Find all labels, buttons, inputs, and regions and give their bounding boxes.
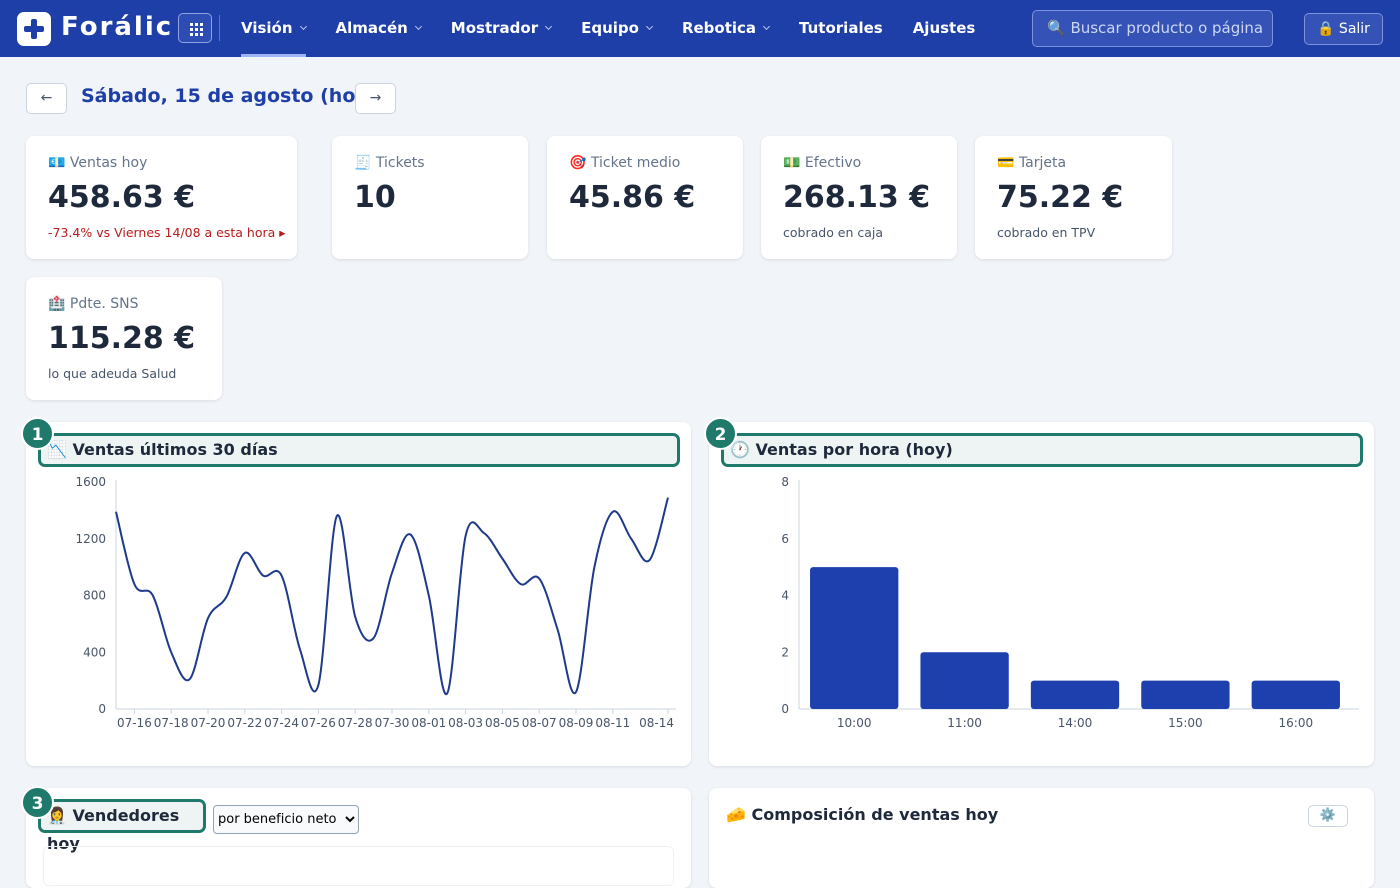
prev-day[interactable]: ← <box>26 83 67 114</box>
kpi-card: 💵 Efectivo 268.13 € cobrado en caja <box>761 136 957 259</box>
y-tick-label: 1600 <box>75 475 106 489</box>
bar <box>810 567 899 709</box>
panel-title: 📉 Ventas últimos 30 días <box>38 433 680 467</box>
x-tick-label: 10:00 <box>837 716 872 730</box>
y-tick-label: 0 <box>781 702 789 716</box>
kpi-card: 🎯 Ticket medio 45.86 € <box>547 136 743 259</box>
badge: 2 <box>704 417 737 450</box>
kpi-note: lo que adeuda Salud <box>48 366 177 381</box>
apps-button[interactable] <box>178 13 212 43</box>
x-tick-label: 11:00 <box>947 716 982 730</box>
nav-item[interactable]: Mostrador <box>436 0 566 57</box>
sellers-list <box>43 846 674 886</box>
separator <box>219 15 220 41</box>
kpi-card: 🏥 Pdte. SNS 115.28 € lo que adeuda Salud <box>26 277 222 400</box>
y-tick-label: 2 <box>781 645 789 659</box>
x-tick-label: 07-16 <box>117 716 152 730</box>
y-tick-label: 6 <box>781 532 789 546</box>
kpi-card: 🧾 Tickets 10 <box>332 136 528 259</box>
x-tick-label: 07-22 <box>227 716 262 730</box>
navbar: Forálic Visión Almacén Mostrador Equipo Rebo… <box>0 0 1400 57</box>
kpi-label: 💶 Ventas hoy <box>48 155 148 171</box>
y-tick-label: 800 <box>83 589 106 603</box>
kpi-note: cobrado en caja <box>783 225 884 240</box>
panel-title: 👩‍⚕️ Vendedores hoy <box>38 799 206 853</box>
panel-title: 🕐 Ventas por hora (hoy) <box>721 433 1363 467</box>
kpi-value: 45.86 € <box>569 180 696 215</box>
badge: 1 <box>21 417 54 450</box>
x-tick-label: 08-01 <box>411 716 446 730</box>
composition-panel: 🧀 Composición de ventas hoy ⚙️ <box>709 788 1374 888</box>
kpi-value: 75.22 € <box>997 180 1124 215</box>
x-tick-label: 07-28 <box>338 716 373 730</box>
x-tick-label: 14:00 <box>1058 716 1093 730</box>
sellers-panel: 👩‍⚕️ Vendedores hoy por beneficio neto <box>26 788 691 888</box>
kpi-card: 💳 Tarjeta 75.22 € cobrado en TPV <box>975 136 1172 259</box>
chart-panel: 📉 Ventas últimos 30 días 0 400 800 1200 1600… <box>26 422 691 766</box>
nav-items: Visión Almacén Mostrador Equipo Rebotica Tuto… <box>226 0 990 57</box>
logo[interactable] <box>17 12 51 46</box>
bar <box>920 652 1009 709</box>
nav-item[interactable]: Rebotica <box>667 0 784 57</box>
x-tick-label: 08-07 <box>522 716 557 730</box>
y-tick-label: 0 <box>98 702 106 716</box>
y-tick-label: 1200 <box>75 532 106 546</box>
chart: 0 2 4 6 8 10:00 11:00 14:00 15:00 16:00 <box>781 475 1359 730</box>
brand[interactable]: Forálic <box>61 12 174 42</box>
kpi-label: 🎯 Ticket medio <box>569 155 681 171</box>
x-tick-label: 07-26 <box>301 716 336 730</box>
kpi-label: 🏥 Pdte. SNS <box>48 296 139 312</box>
line <box>115 497 669 695</box>
badge: 3 <box>21 786 54 819</box>
x-tick-label: 08-11 <box>595 716 630 730</box>
kpi-value: 458.63 € <box>48 180 196 215</box>
date-title: Sábado, 15 de agosto (hoy) <box>81 85 377 107</box>
settings-button[interactable]: ⚙️ <box>1308 805 1348 827</box>
x-tick-label: 07-24 <box>264 716 299 730</box>
kpi-value: 115.28 € <box>48 321 196 356</box>
x-tick-label: 15:00 <box>1168 716 1203 730</box>
kpi-value: 268.13 € <box>783 180 931 215</box>
next-day[interactable]: → <box>355 83 396 114</box>
kpi-label: 💵 Efectivo <box>783 155 862 171</box>
x-tick-label: 08-03 <box>448 716 483 730</box>
kpi-value: 10 <box>354 180 396 215</box>
kpi-label: 🧾 Tickets <box>354 155 425 171</box>
panel-title: 🧀 Composición de ventas hoy <box>726 805 999 824</box>
bar <box>1141 680 1230 709</box>
logout-button[interactable]: 🔒 Salir <box>1304 13 1383 45</box>
bar <box>1030 680 1120 709</box>
nav-item[interactable]: Tutoriales <box>799 19 883 37</box>
kpi-note: cobrado en TPV <box>997 225 1096 240</box>
y-tick-label: 8 <box>781 475 789 489</box>
kpi-card: 💶 Ventas hoy 458.63 € -73.4% vs Viernes 14… <box>26 136 297 259</box>
search-box[interactable]: 🔍 Buscar producto o página <box>1032 10 1273 47</box>
kpi-label: 💳 Tarjeta <box>997 155 1067 171</box>
kpi-note: -73.4% vs Viernes 14/08 a esta hora ▸ <box>48 225 286 240</box>
y-tick-label: 4 <box>781 589 789 603</box>
chart-panel: 🕐 Ventas por hora (hoy) 0 2 4 6 8 10:00 11:00 1… <box>709 422 1374 766</box>
nav-item[interactable]: Visión <box>226 0 321 57</box>
x-tick-label: 07-20 <box>191 716 226 730</box>
x-tick-label: 07-30 <box>375 716 410 730</box>
x-tick-label: 16:00 <box>1279 716 1314 730</box>
nav-item[interactable]: Ajustes <box>912 19 976 37</box>
x-tick-label: 07-18 <box>154 716 189 730</box>
chart: 0 400 800 1200 1600 07-16 07-18 07-20 07-22 07-24… <box>75 475 676 730</box>
nav-item[interactable]: Almacén <box>321 0 436 57</box>
nav-item[interactable]: Equipo <box>566 0 667 57</box>
bar <box>1251 680 1340 709</box>
x-tick-label: 08-14 <box>639 716 674 730</box>
y-tick-label: 400 <box>83 645 106 659</box>
x-tick-label: 08-05 <box>485 716 520 730</box>
sort-select[interactable]: por beneficio neto <box>213 805 359 834</box>
x-tick-label: 08-09 <box>559 716 594 730</box>
